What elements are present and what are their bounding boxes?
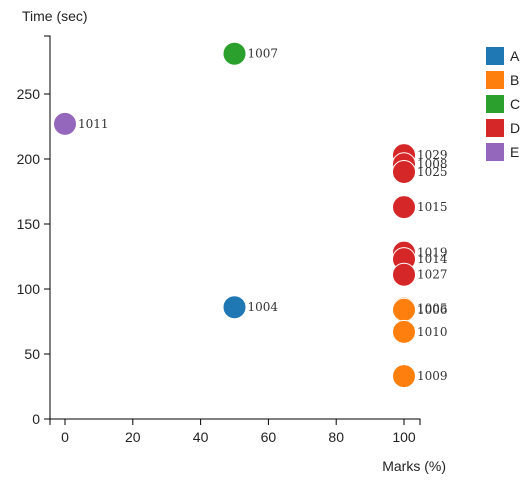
x-tick-label: 20: [125, 429, 141, 445]
x-tick-label: 0: [61, 429, 69, 445]
legend-item-c[interactable]: C: [486, 95, 520, 113]
legend-swatch: [486, 71, 504, 89]
data-label-1015: 1015: [417, 200, 448, 214]
data-point-d-1025[interactable]: [392, 160, 416, 184]
data-label-1014: 1014: [417, 252, 448, 266]
legend-item-b[interactable]: B: [486, 71, 519, 89]
data-point-d-1027[interactable]: [392, 262, 416, 287]
legend-label: A: [510, 48, 520, 64]
legend-swatch: [486, 119, 504, 137]
y-tick-label: 250: [17, 86, 41, 102]
x-axis-title: Marks (%): [382, 458, 446, 474]
data-point-b-1009[interactable]: [392, 364, 416, 389]
data-label-1010: 1010: [417, 325, 448, 339]
y-axis-title: Time (sec): [22, 8, 88, 24]
data-label-1008: 1008: [417, 157, 448, 171]
legend-label: C: [510, 96, 520, 112]
y-axis: 0 50 100 150 200 250: [17, 35, 51, 427]
y-tick-label: 50: [24, 346, 40, 362]
x-tick-label: 40: [193, 429, 209, 445]
data-label-1007: 1007: [248, 47, 279, 61]
data-label-1025: 1025: [417, 165, 448, 179]
data-label-1004: 1004: [248, 300, 279, 314]
y-tick-label: 100: [17, 281, 41, 297]
legend-swatch: [486, 47, 504, 65]
data-point-b-1010[interactable]: [392, 319, 416, 344]
y-tick-label: 200: [17, 151, 41, 167]
x-axis-line: [49, 418, 421, 425]
legend-label: B: [510, 72, 519, 88]
legend-item-e[interactable]: E: [486, 143, 519, 161]
data-point-a-1004[interactable]: [222, 295, 247, 320]
legend-item-d[interactable]: D: [486, 119, 520, 137]
x-tick-label: 100: [392, 429, 416, 445]
legend-swatch: [486, 143, 504, 161]
data-label-1005: 1005: [417, 302, 448, 316]
x-tick-label: 80: [328, 429, 344, 445]
data-point-b-1006[interactable]: [392, 297, 416, 322]
legend-swatch: [486, 95, 504, 113]
legend-label: D: [510, 120, 520, 136]
data-label-1006: 1006: [417, 303, 448, 317]
legend-label: E: [510, 144, 519, 160]
data-label-1019: 1019: [417, 246, 448, 260]
y-tick-label: 0: [32, 411, 40, 427]
data-label-1011: 1011: [78, 117, 109, 131]
data-label-1029: 1029: [417, 148, 448, 162]
data-point-c-1007[interactable]: [222, 41, 247, 66]
data-label-1009: 1009: [417, 369, 448, 383]
x-tick-label: 60: [261, 429, 277, 445]
data-label-1027: 1027: [417, 268, 448, 282]
data-point-e-1011[interactable]: [53, 111, 77, 136]
x-axis: 0 20 40 60 80 100: [49, 418, 421, 445]
legend-item-a[interactable]: A: [486, 47, 520, 65]
data-point-d-1015[interactable]: [392, 195, 416, 220]
y-axis-line: [44, 35, 51, 420]
y-tick-label: 150: [17, 216, 41, 232]
